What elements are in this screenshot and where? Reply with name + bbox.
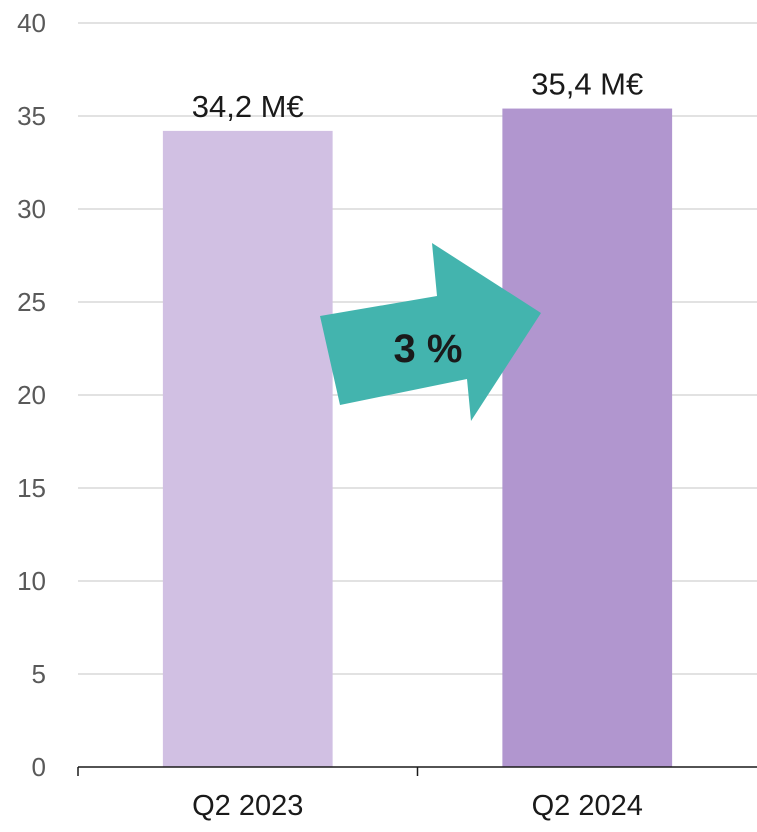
x-tick-label: Q2 2023 (192, 790, 303, 822)
bar (162, 130, 333, 767)
y-axis-tick-labels: 0 5 10 15 20 25 30 35 40 (17, 8, 46, 782)
bar-value-label: 34,2 M€ (192, 89, 304, 124)
growth-arrow-icon (320, 243, 541, 421)
bars (162, 108, 673, 767)
y-tick-label: 15 (17, 473, 46, 503)
y-tick-label: 40 (17, 8, 46, 38)
x-axis: Q2 2023 Q2 2024 (77, 766, 757, 822)
growth-annotation: 3 % (320, 243, 541, 421)
x-tick-label: Q2 2024 (532, 790, 643, 822)
data-labels: 34,2 M€ 35,4 M€ (192, 67, 644, 124)
y-tick-label: 30 (17, 194, 46, 224)
y-tick-label: 10 (17, 566, 46, 596)
bar-value-label: 35,4 M€ (531, 67, 643, 102)
y-tick-label: 5 (32, 659, 46, 689)
y-tick-label: 25 (17, 287, 46, 317)
y-tick-label: 0 (32, 752, 46, 782)
bar (502, 108, 673, 767)
growth-percentage-label: 3 % (394, 327, 463, 371)
y-tick-label: 35 (17, 101, 46, 131)
y-tick-label: 20 (17, 380, 46, 410)
